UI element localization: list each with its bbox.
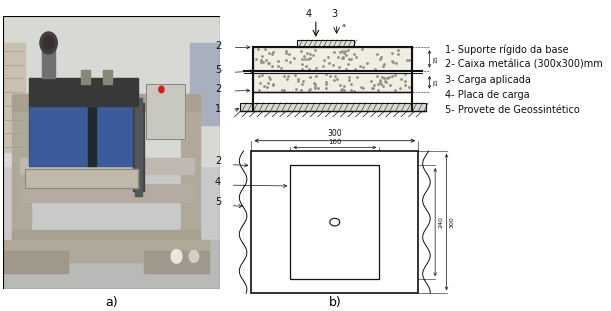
Bar	[12, 230, 200, 245]
Text: 2: 2	[215, 84, 221, 94]
Bar	[3, 240, 209, 262]
Bar	[29, 106, 90, 166]
Text: a: a	[341, 23, 345, 28]
Text: 15: 15	[433, 55, 438, 63]
Bar	[24, 169, 137, 188]
Bar	[189, 43, 220, 125]
Circle shape	[189, 250, 199, 262]
Text: b): b)	[328, 296, 341, 309]
Bar	[146, 84, 185, 139]
Text: 2: 2	[215, 41, 221, 51]
Text: 160: 160	[328, 140, 342, 146]
Text: a): a)	[105, 296, 118, 309]
Bar	[3, 240, 220, 289]
Bar	[87, 106, 97, 166]
Bar	[136, 98, 142, 196]
Bar	[3, 251, 68, 273]
Text: 3- Carga aplicada: 3- Carga aplicada	[445, 75, 530, 85]
Bar	[94, 106, 137, 166]
Bar	[297, 40, 354, 47]
Bar	[181, 103, 200, 245]
Bar	[12, 103, 31, 245]
Bar	[24, 169, 137, 188]
Circle shape	[43, 36, 54, 50]
Bar	[103, 70, 111, 84]
Bar	[252, 151, 418, 293]
Text: 5: 5	[215, 65, 221, 75]
Text: 3: 3	[332, 9, 338, 19]
Bar	[81, 70, 90, 84]
Text: 4: 4	[215, 177, 221, 187]
Text: 15: 15	[433, 78, 438, 86]
Bar	[29, 106, 90, 166]
Text: 1: 1	[215, 104, 221, 114]
Circle shape	[171, 249, 182, 263]
Bar	[254, 73, 412, 91]
Circle shape	[40, 32, 57, 54]
Bar	[144, 251, 209, 273]
Text: 2: 2	[215, 156, 221, 166]
Text: 4: 4	[305, 9, 312, 19]
Circle shape	[159, 86, 164, 93]
Text: 5- Provete de Geossintético: 5- Provete de Geossintético	[445, 105, 579, 115]
Text: 240: 240	[438, 216, 443, 228]
Text: 2- Caixa metálica (300x300)mm: 2- Caixa metálica (300x300)mm	[445, 59, 602, 69]
Bar	[29, 78, 137, 106]
Bar	[146, 84, 185, 139]
Bar	[20, 184, 194, 202]
Text: 5: 5	[215, 197, 221, 207]
Bar	[133, 103, 144, 191]
Bar	[290, 165, 379, 279]
Text: 1- Suporte rígido da base: 1- Suporte rígido da base	[445, 44, 568, 55]
Bar	[12, 94, 200, 111]
Bar	[240, 103, 426, 111]
Bar	[3, 43, 24, 152]
Text: 4- Placa de carga: 4- Placa de carga	[445, 90, 529, 100]
Text: 300: 300	[450, 216, 455, 228]
Bar	[254, 47, 412, 71]
Bar	[3, 16, 220, 166]
Bar	[42, 43, 55, 78]
Bar	[20, 158, 194, 174]
Text: 300: 300	[327, 129, 342, 138]
